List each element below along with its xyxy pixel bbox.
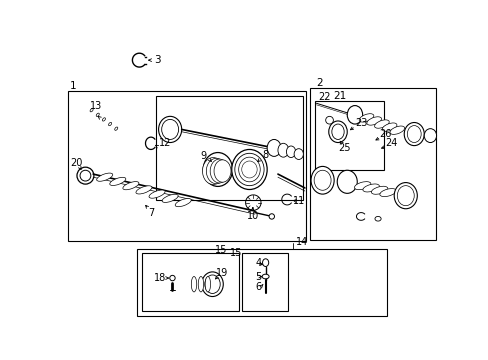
Text: 6: 6 (255, 282, 261, 292)
Ellipse shape (396, 186, 413, 206)
Ellipse shape (206, 158, 226, 184)
Text: 10: 10 (246, 211, 259, 221)
Ellipse shape (202, 158, 224, 184)
Text: 15: 15 (230, 248, 242, 258)
Ellipse shape (204, 275, 220, 293)
Ellipse shape (346, 105, 362, 124)
Bar (314, 101, 384, 170)
Text: 22: 22 (317, 92, 330, 102)
Ellipse shape (205, 276, 210, 292)
Text: 24: 24 (384, 138, 397, 148)
Bar (156, 95, 302, 199)
Ellipse shape (214, 160, 230, 182)
Ellipse shape (328, 121, 346, 143)
Ellipse shape (354, 182, 370, 190)
Ellipse shape (362, 184, 379, 192)
Text: 9: 9 (200, 150, 206, 161)
Ellipse shape (136, 186, 152, 194)
Ellipse shape (97, 173, 113, 181)
Text: 4: 4 (255, 258, 261, 269)
Ellipse shape (169, 275, 175, 281)
Ellipse shape (293, 149, 303, 159)
Ellipse shape (162, 194, 178, 202)
Text: 5: 5 (255, 271, 261, 282)
Circle shape (325, 116, 333, 124)
Ellipse shape (262, 259, 268, 266)
Ellipse shape (234, 153, 264, 186)
Bar (310, 88, 435, 240)
Ellipse shape (158, 116, 182, 143)
Text: 13: 13 (90, 101, 102, 111)
Text: 25: 25 (337, 143, 350, 153)
Ellipse shape (266, 139, 281, 156)
Ellipse shape (202, 272, 223, 297)
Ellipse shape (374, 120, 388, 128)
Ellipse shape (175, 198, 191, 207)
Text: 20: 20 (70, 158, 82, 167)
Ellipse shape (210, 159, 228, 183)
Bar (137, 249, 386, 316)
Bar (142, 253, 238, 311)
Text: 14: 14 (295, 237, 307, 247)
Ellipse shape (424, 129, 436, 143)
Circle shape (77, 167, 94, 184)
Text: 7: 7 (148, 208, 155, 219)
Text: 8: 8 (262, 150, 268, 160)
Text: 23: 23 (354, 117, 366, 127)
Ellipse shape (358, 114, 373, 122)
Text: 19: 19 (216, 267, 228, 278)
Bar (241, 253, 287, 311)
Ellipse shape (374, 216, 380, 221)
Ellipse shape (203, 153, 232, 186)
Text: 26: 26 (379, 129, 391, 139)
Ellipse shape (109, 177, 125, 185)
Text: 3: 3 (154, 55, 161, 65)
Ellipse shape (198, 276, 203, 292)
Text: 15: 15 (214, 244, 227, 255)
Ellipse shape (337, 170, 357, 193)
Text: 11: 11 (293, 196, 305, 206)
Ellipse shape (407, 126, 420, 143)
Ellipse shape (231, 149, 266, 189)
Ellipse shape (277, 143, 288, 157)
Ellipse shape (262, 274, 268, 279)
Ellipse shape (241, 161, 257, 178)
Ellipse shape (404, 122, 424, 145)
Text: 2: 2 (316, 78, 323, 88)
Ellipse shape (393, 183, 416, 209)
Ellipse shape (382, 123, 396, 131)
Ellipse shape (191, 276, 196, 292)
Ellipse shape (313, 170, 330, 190)
Circle shape (268, 214, 274, 219)
Ellipse shape (238, 157, 260, 182)
Circle shape (80, 170, 91, 181)
Text: 21: 21 (332, 91, 346, 100)
Ellipse shape (122, 181, 139, 190)
Ellipse shape (366, 117, 381, 125)
Text: 1: 1 (70, 81, 77, 91)
Ellipse shape (149, 190, 165, 198)
Ellipse shape (286, 146, 295, 158)
Bar (68, 91, 306, 241)
Text: 18: 18 (154, 273, 166, 283)
Ellipse shape (379, 189, 395, 197)
Ellipse shape (389, 126, 404, 134)
Ellipse shape (331, 124, 344, 139)
Text: 12: 12 (158, 138, 171, 148)
Ellipse shape (370, 186, 387, 194)
Ellipse shape (310, 166, 333, 194)
Ellipse shape (162, 120, 178, 139)
